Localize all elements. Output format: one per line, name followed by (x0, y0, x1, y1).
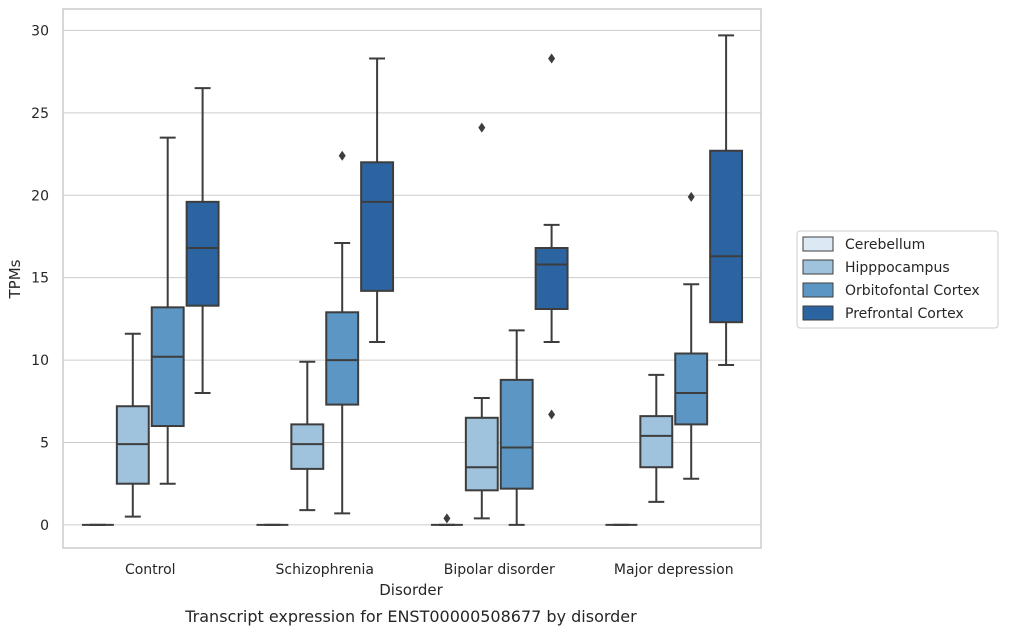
x-tick-label: Control (125, 562, 176, 578)
y-tick-label: 10 (31, 353, 49, 369)
legend-swatch (802, 305, 834, 321)
x-tick-label: Major depression (614, 562, 734, 578)
y-axis-label: TPMs (6, 259, 24, 299)
box (185, 87, 220, 395)
legend-label: Orbitofontal Cortex (845, 283, 980, 299)
box (499, 329, 534, 526)
x-axis-label: Disorder (379, 581, 443, 599)
iqr-box (185, 200, 220, 307)
x-axis-ticks: Control Schizophrenia Bipolar disorder Majo… (125, 562, 734, 578)
y-tick-label: 15 (31, 271, 49, 287)
y-tick-label: 0 (40, 518, 49, 534)
legend: Cerebellum Hipppocampus Orbitofontal Corte… (796, 230, 999, 329)
series-hipppocampus (115, 122, 674, 520)
x-tick-label: Bipolar disorder (444, 562, 555, 578)
y-axis-ticks: 0 5 10 15 20 25 30 (31, 23, 49, 533)
legend-swatch (802, 259, 834, 275)
iqr-box (534, 247, 569, 310)
box (115, 332, 150, 518)
iqr-box (290, 423, 325, 470)
iqr-box (325, 311, 360, 406)
series-prefrontal-cortex (185, 34, 744, 420)
box (430, 513, 463, 526)
legend-label: Hipppocampus (845, 260, 950, 276)
iqr-box (709, 149, 744, 324)
iqr-box (674, 352, 709, 426)
legend-swatch (802, 236, 834, 252)
iqr-box (639, 415, 674, 469)
legend-swatch (802, 282, 834, 298)
box (360, 57, 395, 343)
legend-label: Prefrontal Cortex (845, 306, 964, 322)
outlier-point (548, 53, 556, 64)
box (534, 53, 569, 420)
iqr-box (360, 161, 395, 292)
box (709, 34, 744, 367)
outlier-point (548, 409, 556, 420)
legend-frame (796, 230, 999, 329)
outlier-point (338, 150, 346, 161)
box (150, 136, 185, 485)
box (674, 191, 709, 480)
outlier-point (478, 122, 486, 133)
y-tick-label: 5 (40, 436, 49, 452)
series-cerebellum (81, 513, 638, 526)
plot-frame (62, 8, 762, 549)
box (290, 360, 325, 512)
y-tick-label: 30 (31, 23, 49, 39)
iqr-box (150, 306, 185, 428)
legend-label: Cerebellum (845, 237, 925, 253)
outlier-point (443, 513, 451, 524)
y-tick-label: 25 (31, 106, 49, 122)
iqr-box (464, 416, 499, 492)
box (464, 122, 499, 520)
y-tick-label: 20 (31, 188, 49, 204)
chart-caption: Transcript expression for ENST0000050867… (184, 607, 637, 626)
series-orbitofontal-cortex (150, 136, 709, 526)
x-tick-label: Schizophrenia (276, 562, 374, 578)
iqr-box (499, 378, 534, 490)
box (325, 150, 360, 515)
box-series (81, 34, 744, 526)
outlier-point (687, 191, 695, 202)
box (639, 373, 674, 503)
